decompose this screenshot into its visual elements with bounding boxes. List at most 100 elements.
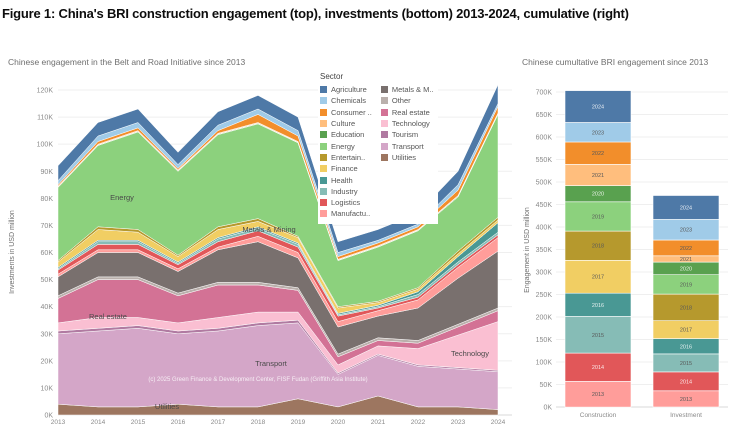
bar-construction-2017[interactable] (564, 259, 632, 294)
left-y-tick-label: 0K (44, 413, 53, 420)
bar-year-label: 2013 (680, 397, 692, 403)
legend-item-chemicals[interactable]: Chemicals (320, 95, 372, 106)
bar-year-label: 2019 (592, 214, 604, 220)
legend-item-finance[interactable]: Finance (320, 163, 372, 174)
sector-legend: Sector Agriculture Chemicals Consumer .. Cu… (318, 70, 438, 224)
area-label-real-estate: Real estate (89, 312, 127, 321)
legend-swatch-icon (380, 108, 388, 116)
legend-columns: Agriculture Chemicals Consumer .. Culture Ed… (320, 84, 434, 220)
bar-year-label: 2019 (680, 282, 692, 288)
right-y-tick-label: 300K (536, 270, 553, 277)
legend-item-utilities[interactable]: Utilities (380, 152, 434, 163)
legend-item-label: Industry (331, 186, 358, 196)
legend-item-other[interactable]: Other (380, 95, 434, 106)
legend-item-agriculture[interactable]: Agriculture (320, 84, 372, 95)
legend-swatch-icon (320, 86, 327, 94)
legend-item-manufactu[interactable]: Manufactu.. (320, 208, 372, 219)
left-y-tick-label: 30K (41, 331, 54, 338)
bar-year-label: 2016 (592, 303, 604, 309)
legend-item-culture[interactable]: Culture (320, 118, 372, 129)
left-y-tick-label: 100K (37, 142, 54, 149)
legend-item-technology[interactable]: Technology (380, 118, 434, 129)
figure-title: Figure 1: China's BRI construction engag… (2, 6, 629, 21)
right-y-tick-label: 150K (536, 337, 553, 344)
bar-year-label: 2014 (680, 379, 692, 385)
legend-swatch-icon (320, 108, 327, 116)
legend-item-label: Education (331, 130, 365, 140)
bar-construction-2024[interactable] (564, 90, 632, 123)
area-agriculture[interactable] (57, 84, 499, 253)
right-chart-title: Chinese cumultative BRI engagement since… (522, 57, 709, 67)
bar-year-label: 2023 (680, 228, 692, 234)
legend-item-label: Health (331, 175, 353, 185)
legend-swatch-icon (380, 86, 388, 94)
legend-item-label: Agriculture (331, 85, 367, 95)
left-y-tick-label: 90K (41, 169, 54, 176)
legend-column: Metals & M.. Other Real estate Technology To… (380, 84, 434, 163)
area-label-transport: Transport (255, 359, 288, 368)
right-y-tick-label: 350K (536, 247, 553, 254)
left-chart-title: Chinese engagement in the Belt and Road … (8, 57, 246, 67)
bar-investment-2018[interactable] (652, 293, 720, 322)
legend-title: Sector (320, 72, 344, 81)
bar-category-label-construction: Construction (580, 412, 617, 419)
legend-swatch-icon (320, 165, 327, 173)
legend-item-label: Energy (331, 141, 355, 151)
bar-year-label: 2020 (592, 192, 604, 198)
bar-investment-2024[interactable] (652, 195, 720, 220)
legend-item-entertain[interactable]: Entertain.. (320, 152, 372, 163)
left-y-tick-label: 70K (41, 223, 54, 230)
legend-swatch-icon (320, 153, 327, 161)
left-y-tick-label: 20K (41, 358, 54, 365)
left-x-tick-label: 2022 (411, 419, 426, 426)
legend-item-health[interactable]: Health (320, 174, 372, 185)
bar-construction-2015[interactable] (564, 316, 632, 354)
bar-construction-2014[interactable] (564, 352, 632, 382)
legend-column: Agriculture Chemicals Consumer .. Culture Ed… (320, 84, 372, 220)
legend-item-label: Finance (331, 164, 358, 174)
legend-item-label: Logistics (331, 198, 361, 208)
left-x-tick-label: 2024 (491, 419, 506, 426)
legend-swatch-icon (380, 97, 388, 105)
left-x-tick-label: 2018 (251, 419, 266, 426)
area-label-utilities: Utilities (155, 402, 179, 411)
legend-item-label: Chemicals (331, 96, 367, 106)
bar-year-label: 2021 (592, 173, 604, 179)
left-x-tick-label: 2020 (331, 419, 346, 426)
left-x-tick-label: 2023 (451, 419, 466, 426)
legend-item-label: Transport (391, 141, 424, 151)
right-y-tick-label: 0K (543, 405, 552, 412)
legend-item-tourism[interactable]: Tourism (380, 129, 434, 140)
bar-year-label: 2020 (680, 266, 692, 272)
legend-item-label: Technology (391, 119, 430, 129)
right-y-tick-label: 500K (536, 180, 553, 187)
bar-year-label: 2022 (592, 151, 604, 157)
legend-item-transport[interactable]: Transport (380, 140, 434, 151)
right-y-tick-label: 700K (536, 90, 553, 97)
left-y-tick-label: 40K (41, 304, 54, 311)
legend-item-label: Tourism (391, 130, 419, 140)
legend-item-industry[interactable]: Industry (320, 186, 372, 197)
right-y-tick-label: 400K (536, 225, 553, 232)
legend-item-energy[interactable]: Energy (320, 140, 372, 151)
legend-item-metals-m[interactable]: Metals & M.. (380, 84, 434, 95)
legend-item-logistics[interactable]: Logistics (320, 197, 372, 208)
legend-swatch-icon (380, 153, 388, 161)
legend-swatch-icon (320, 176, 327, 184)
legend-item-real-estate[interactable]: Real estate (380, 107, 434, 118)
legend-item-consumer[interactable]: Consumer .. (320, 107, 372, 118)
left-x-tick-label: 2013 (51, 419, 66, 426)
bar-year-label: 2016 (680, 344, 692, 350)
legend-swatch-icon (380, 131, 388, 139)
bar-construction-2018[interactable] (564, 230, 632, 261)
watermark-text: (c) 2025 Green Finance & Development Cen… (148, 377, 367, 383)
bar-year-label: 2024 (592, 105, 604, 111)
bar-year-label: 2014 (592, 365, 604, 371)
right-y-tick-label: 450K (536, 202, 553, 209)
legend-item-education[interactable]: Education (320, 129, 372, 140)
legend-item-label: Other (391, 96, 411, 106)
right-y-tick-label: 200K (536, 315, 553, 322)
bar-year-label: 2017 (592, 275, 604, 281)
left-x-tick-label: 2015 (131, 419, 146, 426)
